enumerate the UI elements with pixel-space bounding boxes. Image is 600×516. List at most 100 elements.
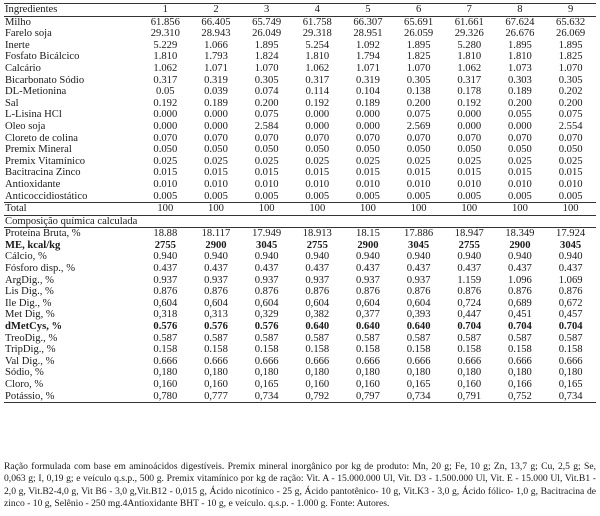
- nutrient-value: 0,451: [508, 309, 532, 321]
- ingredient-value: 1.070: [254, 62, 279, 74]
- column-header-diet: 7: [443, 3, 495, 17]
- ingredient-value: 0.05: [156, 86, 175, 98]
- ingredient-value: 0.319: [204, 74, 228, 86]
- nutrient-value: 0.940: [254, 251, 279, 263]
- composition-row: ME, kcal/kg 2755 2900 3045 2755 2900 3045 2755 2…: [4, 240, 596, 252]
- nutrient-value: 0.937: [153, 274, 178, 286]
- nutrient-value: 0.940: [153, 251, 178, 263]
- ingredient-value: 0.070: [153, 132, 178, 144]
- ingredient-value: 0.025: [254, 155, 279, 167]
- nutrient-value: 0,165: [558, 379, 583, 390]
- ingredient-name: Sal: [5, 97, 19, 109]
- ingredient-value: 0.015: [457, 167, 482, 179]
- nutrient-value: 1.159: [457, 274, 482, 286]
- nutrient-value: 0,180: [558, 367, 583, 379]
- nutrient-name: TripDig., %: [5, 344, 56, 356]
- ingredient-value: 0.178: [457, 86, 482, 98]
- nutrient-value: 0.666: [305, 355, 330, 367]
- nutrient-value: 0,165: [254, 379, 279, 390]
- nutrient-value: 0,604: [305, 297, 330, 309]
- ingredient-value: 0.317: [305, 74, 330, 86]
- header-row: Ingredientes 1 2 3 4 5 6 7 8 9: [4, 3, 596, 17]
- ingredient-value: 0.000: [356, 109, 380, 121]
- ingredient-value: 0.000: [356, 120, 380, 132]
- ingredient-value: 26.059: [404, 28, 434, 40]
- ingredient-value: 0.192: [305, 97, 330, 109]
- nutrient-value: 0.666: [254, 355, 279, 367]
- nutrient-value: 0.666: [204, 355, 228, 367]
- ingredient-value: 0.025: [457, 155, 482, 167]
- nutrient-value: 0.587: [406, 332, 431, 344]
- nutrient-value: 0.940: [457, 251, 482, 263]
- ingredient-value: 0.070: [508, 132, 532, 144]
- nutrient-value: 0.876: [508, 286, 532, 298]
- ingredient-value: 0.050: [356, 144, 380, 156]
- ingredient-row: Sal 0.192 0.189 0.200 0.192 0.189 0.200 0.192 0.…: [4, 98, 596, 110]
- nutrient-value: 0.576: [254, 321, 279, 333]
- ingredient-value: 0.025: [153, 155, 178, 167]
- ingredient-row: L-Lisina HCl 0.000 0.000 0.075 0.000 0.000 0.0…: [4, 109, 596, 121]
- ingredient-value: 29.310: [150, 28, 180, 40]
- ingredient-name: Premix Mineral: [5, 144, 72, 156]
- ingredient-value: 26.069: [556, 28, 586, 40]
- nutrient-value: 0.940: [356, 251, 380, 263]
- ingredient-value: 0.015: [204, 167, 228, 179]
- nutrient-value: 0,604: [204, 297, 228, 309]
- diet-composition-table-container: Ingredientes 1 2 3 4 5 6 7 8 9 Milho 61.856 66.405 65…: [4, 3, 596, 404]
- nutrient-value: 0.587: [508, 332, 532, 344]
- nutrient-value: 0,180: [356, 367, 380, 379]
- column-header-diet: 5: [342, 3, 394, 17]
- nutrient-value: 0,313: [204, 309, 228, 321]
- nutrient-value: 0,180: [305, 367, 330, 379]
- nutrient-name: Potássio, %: [4, 390, 140, 404]
- section-title: Composição química calculada: [4, 215, 596, 229]
- diet-composition-table: Ingredientes 1 2 3 4 5 6 7 8 9 Milho 61.856 66.405 65…: [4, 3, 596, 404]
- ingredient-value: 0.025: [508, 155, 532, 167]
- nutrient-value: 0.666: [406, 355, 431, 367]
- nutrient-value: 0.937: [406, 274, 431, 286]
- ingredient-value: 1.794: [356, 51, 380, 63]
- total-value: 100: [291, 202, 343, 216]
- ingredient-value: 0.015: [406, 167, 431, 179]
- ingredient-value: 0.200: [254, 97, 279, 109]
- nutrient-value: 0,166: [508, 379, 532, 390]
- ingredient-value: 1.810: [508, 51, 532, 63]
- ingredient-value: 1.825: [406, 51, 431, 63]
- ingredient-value: 0.303: [508, 74, 532, 86]
- ingredient-name: Bicarbonato Sódio: [5, 74, 85, 86]
- ingredient-value: 0.114: [305, 86, 330, 98]
- ingredient-value: 0.050: [204, 144, 228, 156]
- nutrient-name: Proteína Bruta, %: [5, 228, 81, 240]
- nutrient-value: 0.876: [457, 286, 482, 298]
- composition-row: Val Dig., % 0.666 0.666 0.666 0.666 0.666 0.66…: [4, 356, 596, 368]
- ingredient-row: Calcário 1.062 1.071 1.070 1.062 1.071 1.070 1.…: [4, 63, 596, 75]
- nutrient-value: 0.437: [204, 263, 228, 275]
- ingredient-value: 0.075: [558, 109, 583, 121]
- nutrient-value: 0.576: [153, 321, 178, 333]
- ingredient-value: 65.691: [404, 16, 434, 28]
- nutrient-value: 0.876: [356, 286, 380, 298]
- ingredient-value: 0.055: [508, 109, 532, 121]
- column-header-diet: 8: [494, 3, 546, 17]
- ingredient-value: 0.010: [457, 178, 482, 190]
- nutrient-value: 0,791: [443, 390, 495, 404]
- nutrient-value: 0.640: [356, 321, 380, 333]
- ingredient-value: 0.010: [305, 178, 330, 190]
- ingredient-value: 66.307: [353, 16, 383, 28]
- ingredient-value: 0.200: [406, 97, 431, 109]
- nutrient-name: TreoDig., %: [5, 332, 58, 344]
- nutrient-value: 0.158: [508, 344, 532, 356]
- ingredient-value: 0.000: [457, 120, 482, 132]
- nutrient-name: Lis Dig., %: [5, 286, 54, 298]
- nutrient-value: 0.940: [204, 251, 228, 263]
- nutrient-name: Met Dig, %: [5, 309, 55, 321]
- composition-row: Cálcio, % 0.940 0.940 0.940 0.940 0.940 0.940 0…: [4, 251, 596, 263]
- composition-row: Fósforo disp., % 0.437 0.437 0.437 0.437 0.43…: [4, 263, 596, 275]
- ingredient-value: 0.000: [204, 109, 228, 121]
- nutrient-value: 0.437: [305, 263, 330, 275]
- nutrient-value: 0.437: [508, 263, 532, 275]
- ingredient-name: DL-Metionina: [5, 86, 67, 98]
- ingredient-value: 1.810: [457, 51, 482, 63]
- nutrient-value: 0.158: [558, 344, 583, 356]
- ingredient-value: 0.005: [356, 190, 380, 202]
